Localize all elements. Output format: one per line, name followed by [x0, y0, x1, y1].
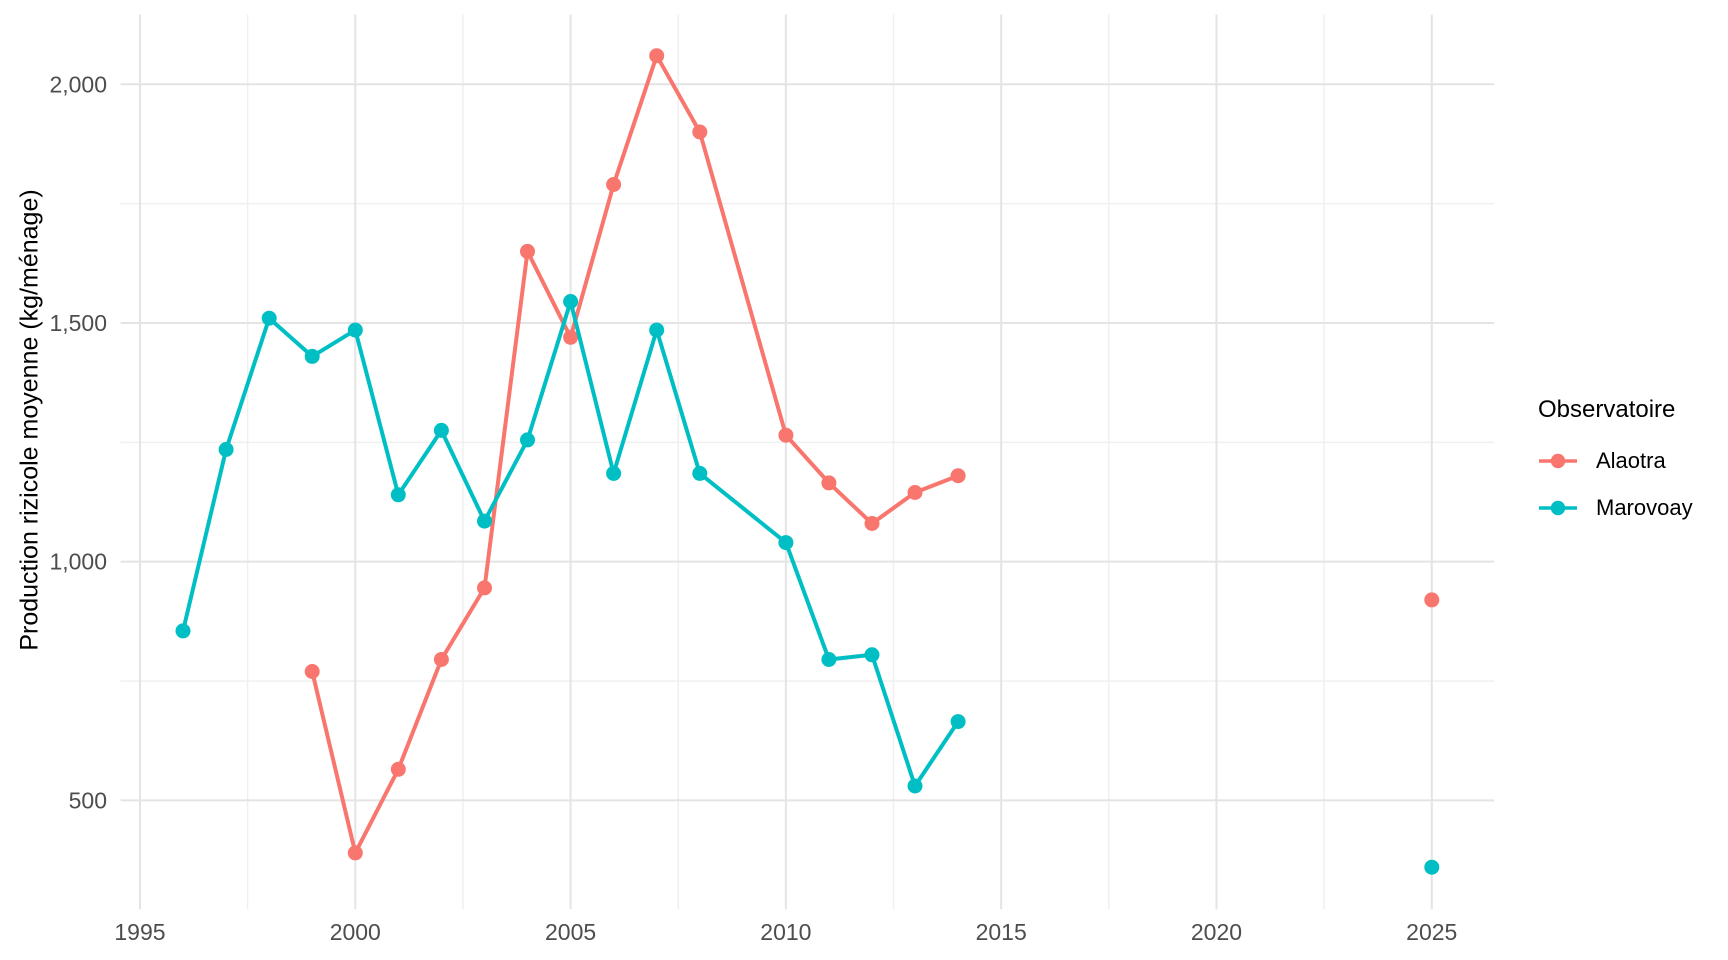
point-alaotra-2001: [390, 761, 406, 777]
point-marovoay-2000: [347, 322, 363, 338]
point-marovoay-1999: [304, 348, 320, 364]
grid-major: [120, 14, 1495, 910]
legend-items: Alaotra Marovoay: [1538, 444, 1693, 525]
y-tick-label: 1,500: [49, 310, 107, 336]
y-axis-title: Production rizicole moyenne (kg/ménage): [15, 189, 44, 651]
point-marovoay-2005: [563, 294, 579, 309]
point-alaotra-2004: [520, 243, 535, 259]
point-alaotra-2006: [606, 177, 622, 192]
series-alaotra: [304, 48, 1440, 861]
y-tick-label: 500: [69, 787, 107, 813]
point-marovoay-2001: [390, 487, 406, 503]
series-marovoay: [175, 294, 1440, 875]
point-marovoay-2011: [821, 652, 837, 667]
grid-minor: [120, 14, 1495, 910]
point-marovoay-2010: [778, 535, 794, 551]
legend-title: Observatoire: [1538, 396, 1676, 423]
point-alaotra-2003: [477, 580, 492, 596]
point-alaotra-2000: [347, 845, 363, 861]
point-alaotra-2013: [907, 485, 923, 500]
x-tick-label: 2020: [1191, 919, 1242, 945]
legend-item-marovoay: Marovoay: [1538, 491, 1693, 525]
point-alaotra-2011: [821, 475, 837, 491]
point-marovoay-1998: [261, 310, 277, 326]
point-marovoay-2003: [477, 513, 492, 529]
line-alaotra: [310, 53, 961, 855]
point-marovoay-2002: [433, 422, 449, 438]
legend-key-icon: [1539, 500, 1577, 516]
point-marovoay-2008: [692, 465, 708, 481]
point-alaotra-2012: [864, 516, 880, 531]
x-tick-label: 2000: [330, 919, 381, 945]
point-marovoay-2025: [1424, 859, 1440, 875]
x-tick-label: 2005: [545, 919, 596, 945]
x-tick-label: 2025: [1406, 919, 1457, 945]
legend-item-label: Alaotra: [1596, 448, 1666, 473]
y-axis-tick-labels: 500 1,000 1,500 2,000: [49, 71, 107, 813]
point-marovoay-2014: [950, 714, 966, 730]
point-alaotra-2025: [1424, 592, 1440, 608]
point-marovoay-2012: [864, 647, 880, 663]
point-marovoay-1997: [218, 442, 234, 457]
legend-item-label: Marovoay: [1596, 495, 1693, 520]
x-tick-label: 1995: [114, 919, 165, 945]
point-alaotra-2010: [778, 427, 794, 443]
x-axis-tick-labels: 1995 2000 2005 2010 2015 2020 2025: [114, 919, 1457, 945]
point-marovoay-2013: [907, 778, 923, 794]
point-alaotra-2002: [433, 652, 449, 667]
point-alaotra-2005: [563, 329, 579, 345]
x-tick-label: 2015: [976, 919, 1027, 945]
x-tick-label: 2010: [760, 919, 811, 945]
point-marovoay-2006: [606, 465, 622, 481]
point-marovoay-2004: [520, 432, 535, 448]
point-alaotra-2007: [649, 48, 665, 64]
point-alaotra-2008: [692, 124, 708, 140]
legend: Observatoire Alaotra Marovoay: [1538, 396, 1693, 538]
legend-item-alaotra: Alaotra: [1538, 444, 1693, 478]
y-tick-label: 1,000: [49, 549, 107, 575]
point-marovoay-1996: [175, 623, 191, 639]
legend-key-icon: [1539, 453, 1577, 469]
y-tick-label: 2,000: [49, 71, 107, 97]
point-alaotra-1999: [304, 664, 320, 679]
point-marovoay-2007: [649, 322, 665, 338]
point-alaotra-2014: [950, 468, 966, 484]
